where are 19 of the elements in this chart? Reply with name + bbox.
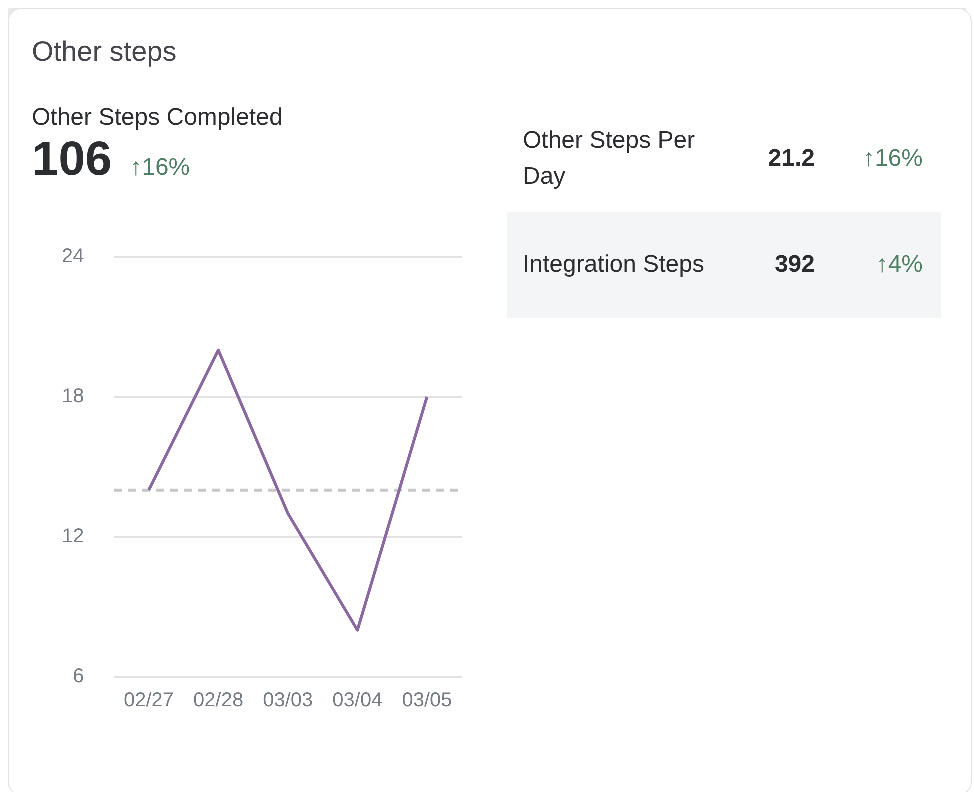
text: Integration Steps bbox=[522, 250, 706, 280]
y-tick-label: 18 bbox=[62, 386, 84, 408]
text: Other Steps Per Day bbox=[522, 126, 696, 192]
x-tick-label: 02/27 bbox=[124, 690, 174, 712]
x-tick-label: 03/05 bbox=[402, 690, 452, 712]
y-tick-label: 24 bbox=[62, 246, 84, 268]
text: 392 bbox=[774, 251, 815, 279]
text: 21.2 bbox=[767, 145, 815, 173]
y-tick-label: 12 bbox=[62, 526, 84, 548]
text: ↑4% bbox=[875, 251, 923, 279]
x-tick-label: 03/03 bbox=[263, 690, 314, 712]
text: ↑16% bbox=[130, 154, 190, 182]
text: 106 bbox=[32, 132, 112, 187]
y-tick-label: 6 bbox=[73, 666, 84, 688]
chart-subtitle: Other Steps Completed bbox=[32, 104, 284, 132]
x-tick-label: 02/28 bbox=[194, 690, 244, 712]
text: ↑16% bbox=[862, 145, 923, 173]
chart-title: Other steps bbox=[32, 36, 178, 68]
x-tick-label: 03/04 bbox=[332, 690, 383, 712]
